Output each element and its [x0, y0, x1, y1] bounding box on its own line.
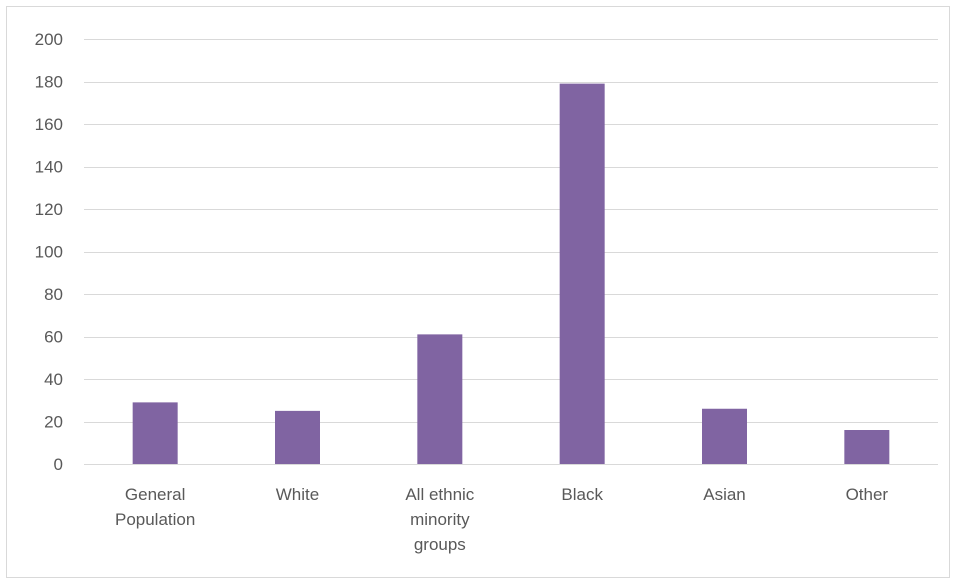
x-category-label: General Population	[115, 485, 195, 529]
x-category-label: Black	[561, 485, 603, 504]
bars	[132, 83, 890, 464]
x-category-label-line: Black	[561, 485, 603, 504]
y-axis-ticks: 0 20 40 60 80 100 120 140 160 180 200	[35, 30, 63, 474]
x-category-label-line: Population	[115, 510, 195, 529]
y-tick-label: 120	[35, 200, 63, 219]
x-category-label: Other	[846, 485, 889, 504]
gridlines	[84, 39, 938, 423]
x-category-label: Asian	[703, 485, 746, 504]
y-tick-label: 20	[44, 413, 63, 432]
x-category-label-line: Other	[846, 485, 889, 504]
x-category-label-line: All ethnic	[405, 485, 474, 504]
y-tick-label: 0	[54, 455, 63, 474]
y-tick-label: 160	[35, 115, 63, 134]
y-tick-label: 80	[44, 285, 63, 304]
y-tick-label: 180	[35, 73, 63, 92]
x-category-label-line: General	[125, 485, 185, 504]
x-category-label-line: White	[276, 485, 319, 504]
y-tick-label: 40	[44, 370, 63, 389]
bar	[417, 334, 463, 464]
chart-frame	[6, 6, 950, 578]
bar	[559, 83, 605, 464]
y-tick-label: 60	[44, 328, 63, 347]
y-tick-label: 100	[35, 243, 63, 262]
y-tick-label: 140	[35, 158, 63, 177]
x-category-label: White	[276, 485, 319, 504]
bar	[702, 408, 747, 464]
bar	[275, 410, 320, 464]
x-category-label-line: groups	[414, 535, 466, 554]
x-category-label-line: minority	[410, 510, 470, 529]
x-category-label-line: Asian	[703, 485, 746, 504]
bar	[844, 430, 890, 464]
y-tick-label: 200	[35, 30, 63, 49]
bar	[132, 402, 178, 464]
x-axis-labels: General Population White All ethnic minority…	[115, 485, 888, 554]
x-category-label: All ethnic minority groups	[405, 485, 474, 554]
